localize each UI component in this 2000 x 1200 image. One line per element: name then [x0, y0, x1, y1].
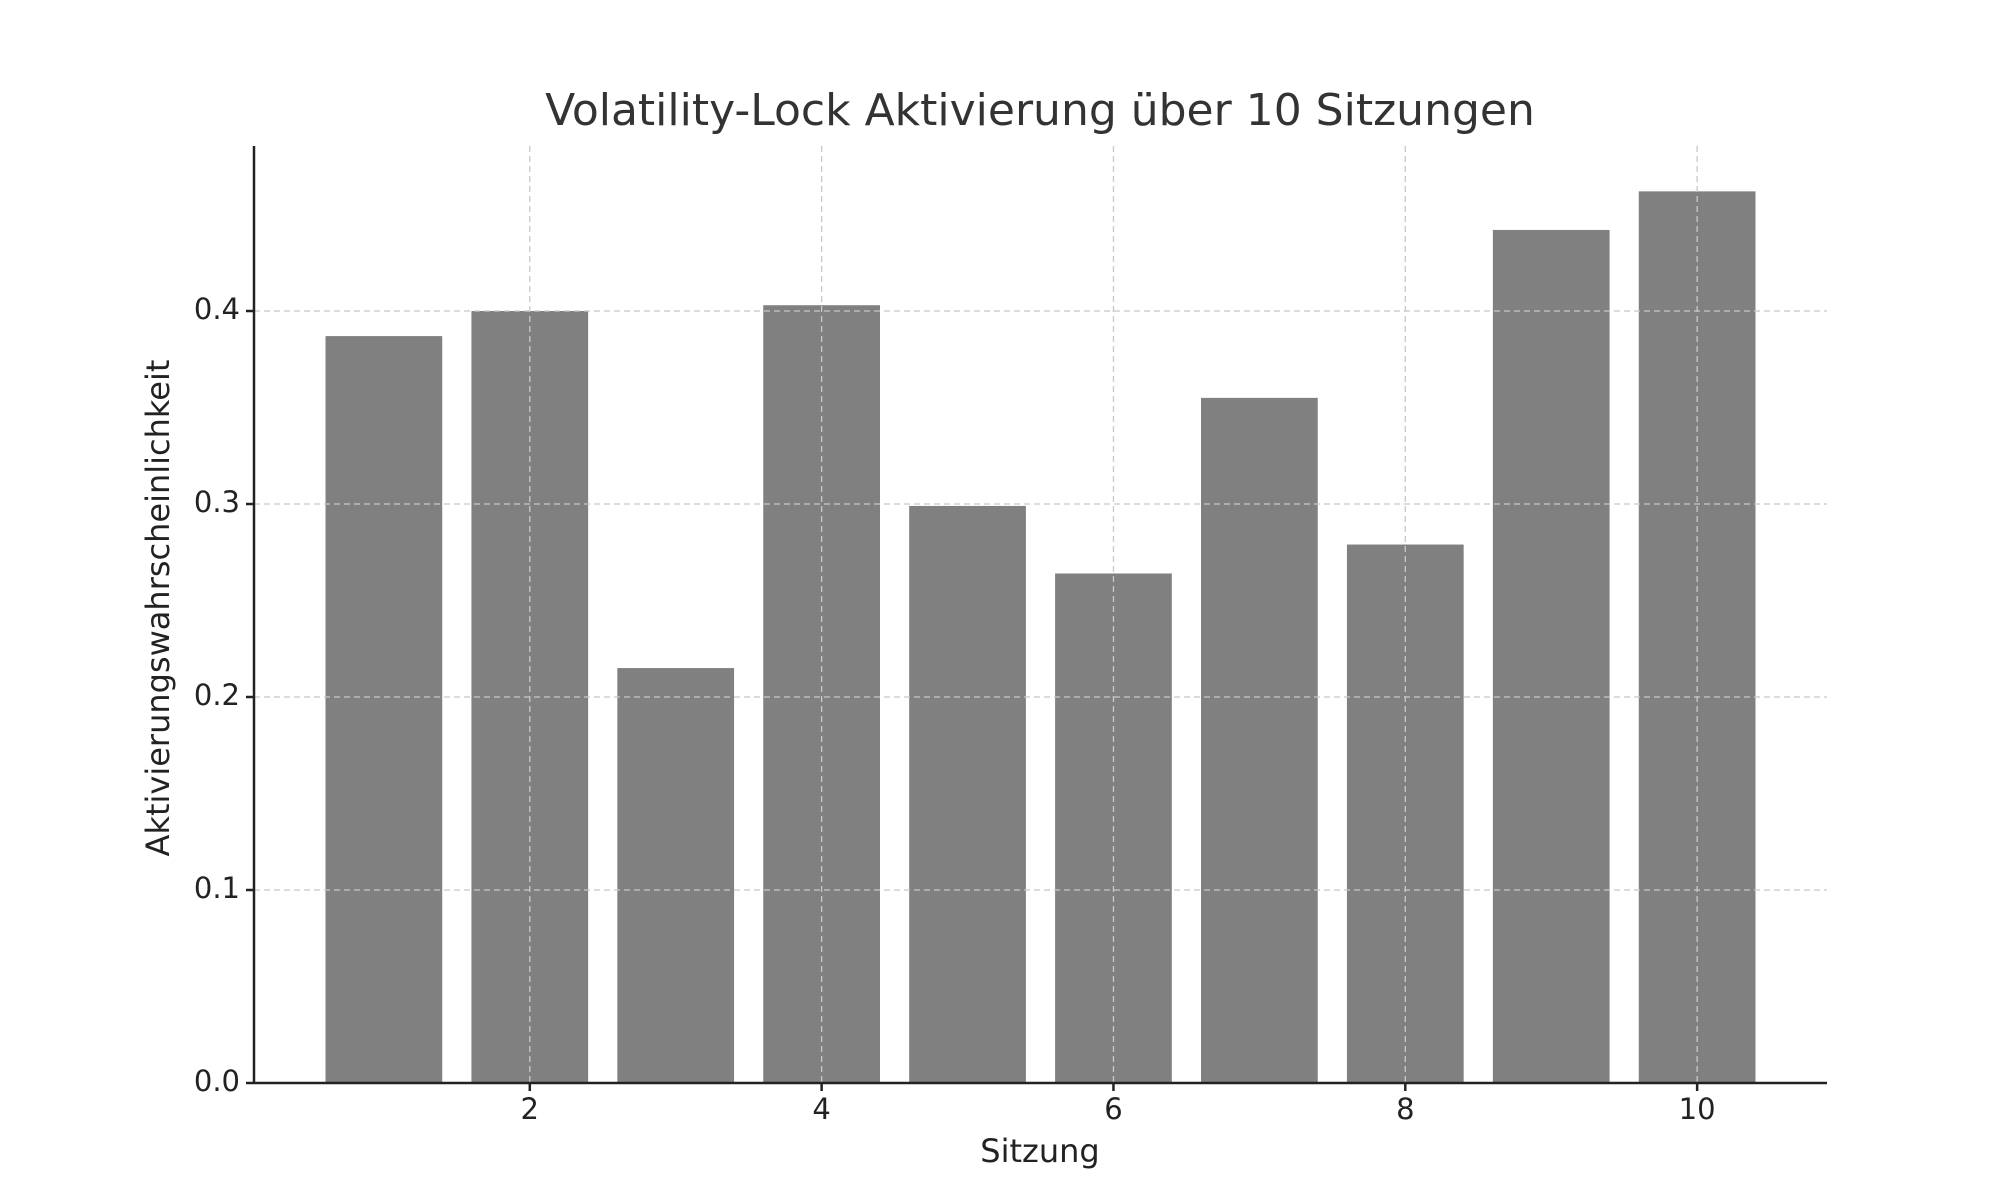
- x-tick-label: 8: [1396, 1092, 1414, 1126]
- x-tick-label: 4: [812, 1092, 830, 1126]
- y-tick-label: 0.1: [194, 871, 240, 905]
- bar: [617, 668, 735, 1083]
- y-tick-label: 0.0: [194, 1064, 240, 1098]
- chart-title: Volatility-Lock Aktivierung über 10 Sitz…: [545, 85, 1535, 136]
- x-tick-label: 2: [521, 1092, 539, 1126]
- bar: [763, 305, 880, 1084]
- y-axis-label: Aktivierungswahrscheinlichkeit: [139, 360, 177, 857]
- bar: [1346, 544, 1464, 1083]
- x-axis-label: Sitzung: [980, 1132, 1099, 1170]
- y-tick-label: 0.3: [194, 485, 240, 519]
- bar: [909, 505, 1026, 1084]
- bar: [1201, 397, 1318, 1083]
- x-tick-label: 6: [1104, 1092, 1122, 1126]
- y-tick-label: 0.4: [194, 292, 240, 326]
- bar: [1492, 229, 1610, 1083]
- y-tick-label: 0.2: [194, 678, 240, 712]
- bar: [325, 336, 443, 1084]
- x-tick-label: 10: [1679, 1092, 1716, 1126]
